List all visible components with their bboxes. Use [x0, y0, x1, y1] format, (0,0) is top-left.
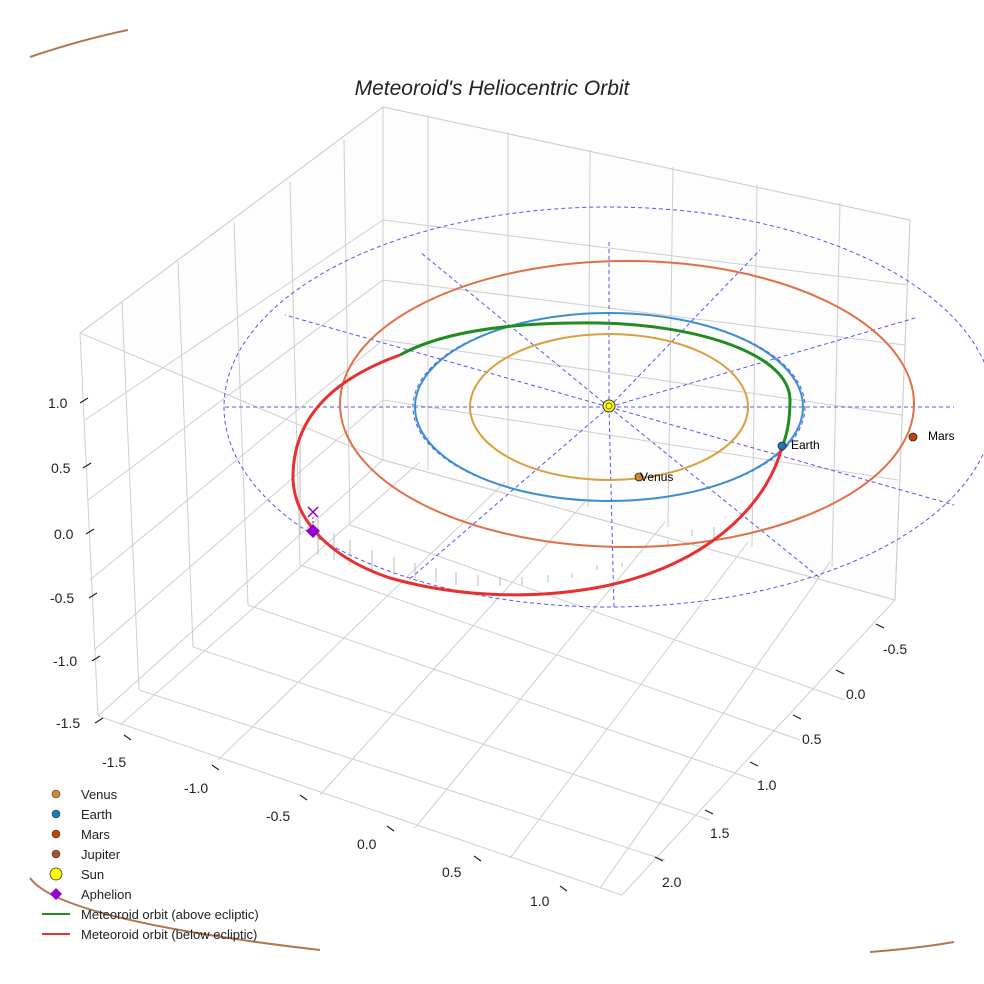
x-tick-label: -0.5: [266, 808, 290, 824]
x-axis: [123, 734, 568, 892]
legend-marker: [49, 867, 63, 881]
ecliptic-grid: [223, 206, 984, 609]
legend-marker: [51, 829, 61, 839]
venus-label: Venus: [640, 470, 673, 484]
y-tick-label: -0.5: [883, 641, 907, 657]
z-axis: [79, 397, 104, 724]
legend-label: Meteoroid orbit (below ecliptic): [81, 927, 257, 942]
legend-label: Mars: [81, 827, 110, 842]
earth-label: Earth: [791, 438, 820, 452]
legend-item: Sun: [49, 867, 104, 882]
meteoroid-orbit-above: [399, 321, 792, 448]
legend-label: Aphelion: [81, 887, 132, 902]
y-tick-labels: -0.5 0.0 0.5 1.0 1.5 2.0: [662, 641, 907, 890]
venus-orbit: [469, 333, 749, 481]
x-tick-label: -1.5: [102, 754, 126, 770]
legend-marker: [50, 888, 62, 900]
x-tick-labels: -1.5 -1.0 -0.5 0.0 0.5 1.0: [102, 754, 550, 909]
x-tick-label: -1.0: [184, 780, 208, 796]
chart-title: Meteoroid's Heliocentric Orbit: [355, 77, 631, 100]
legend-item: Earth: [51, 807, 112, 822]
legend-item: Aphelion: [50, 887, 132, 902]
y-tick-label: 0.5: [802, 731, 822, 747]
z-tick-label: 1.0: [48, 395, 68, 411]
legend-item: Mars: [51, 827, 110, 842]
legend-item: Meteoroid orbit (below ecliptic): [42, 927, 257, 942]
x-tick-label: 1.0: [530, 893, 550, 909]
legend: Venus Earth Mars Jupiter Sun Aphelion Meteoroi…: [42, 787, 259, 942]
x-tick-label: 0.5: [442, 864, 462, 880]
z-tick-label: 0.5: [51, 460, 71, 476]
legend-marker: [51, 809, 61, 819]
legend-item: Venus: [51, 787, 118, 802]
y-tick-label: 2.0: [662, 874, 682, 890]
legend-label: Jupiter: [81, 847, 121, 862]
legend-marker: [51, 849, 61, 859]
z-tick-label: 0.0: [54, 526, 74, 542]
legend-label: Earth: [81, 807, 112, 822]
mars-point: [908, 432, 918, 442]
z-tick-label: -1.5: [56, 715, 80, 731]
z-tick-labels: 1.0 0.5 0.0 -0.5 -1.0 -1.5: [48, 395, 80, 731]
jupiter-orbit: [29, 29, 955, 953]
y-axis: [654, 623, 885, 862]
meteoroid-orbit-below: [291, 353, 784, 597]
legend-item: Jupiter: [51, 847, 121, 862]
earth-orbit: [414, 312, 804, 502]
z-tick-label: -0.5: [50, 590, 74, 606]
mars-label: Mars: [928, 429, 955, 443]
y-tick-label: 1.5: [710, 825, 730, 841]
earth-point: [777, 441, 787, 451]
legend-item: Meteoroid orbit (above ecliptic): [42, 907, 259, 922]
legend-marker: [51, 789, 61, 799]
legend-label: Venus: [81, 787, 118, 802]
y-tick-label: 1.0: [757, 777, 777, 793]
y-tick-label: 0.0: [846, 686, 866, 702]
mars-orbit: [339, 260, 915, 548]
aphelion-marker: [306, 506, 320, 538]
sun-marker: [602, 399, 616, 413]
legend-label: Meteoroid orbit (above ecliptic): [81, 907, 259, 922]
venus-point: [634, 472, 644, 482]
x-tick-label: 0.0: [357, 836, 377, 852]
z-tick-label: -1.0: [53, 653, 77, 669]
legend-label: Sun: [81, 867, 104, 882]
axis-panes: [78, 106, 911, 896]
